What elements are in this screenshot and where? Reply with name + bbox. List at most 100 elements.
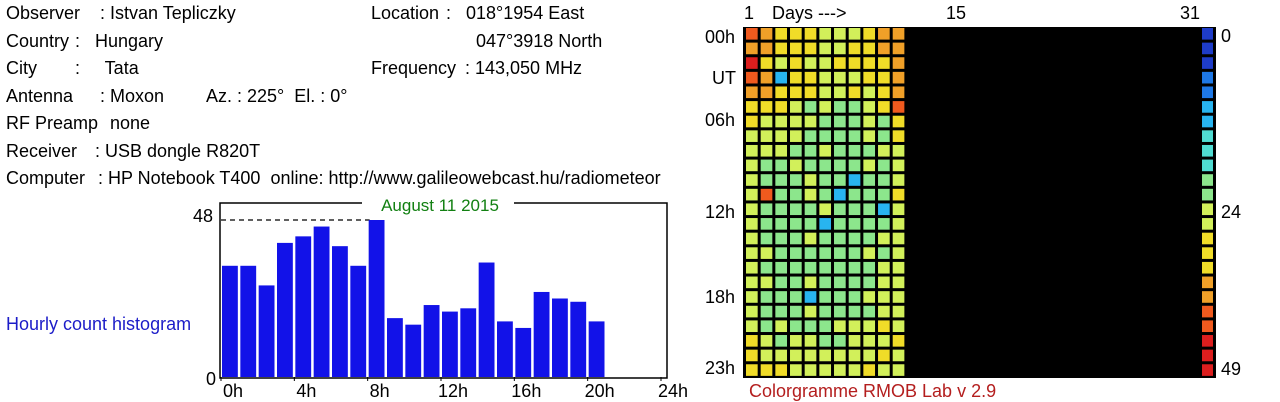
colorgramme-cell-d8-h7: [848, 130, 861, 142]
colorgramme-cell-d11-h14: [892, 232, 905, 245]
scale-bar-cell-6: [1202, 115, 1213, 128]
colorgramme-cell-d4-h21: [790, 335, 802, 347]
colorgramme-cell-d11-h10: [892, 174, 905, 186]
colorgramme-cell-d6-h2: [819, 57, 832, 69]
colorgramme-cell-d7-h18: [834, 291, 846, 303]
colorgramme-cell-d7-h4: [834, 86, 846, 99]
colorgramme-cell-d9-h20: [863, 320, 876, 333]
title-backdrop: [362, 192, 514, 214]
colorgramme-cell-d9-h16: [863, 261, 876, 274]
colorgramme-cell-d4-h2: [790, 57, 802, 69]
hour-label-ut: UT: [712, 68, 736, 88]
country-label: Country: [6, 31, 70, 51]
histogram-bar-hour-5: [313, 226, 330, 377]
scale-bar-cell-2: [1202, 57, 1213, 69]
x-tick-20h: 20h: [585, 381, 615, 401]
colorgramme-cell-d8-h9: [848, 159, 861, 172]
colorgramme-cell-d1-h12: [746, 203, 758, 216]
observer-label: Observer: [6, 3, 81, 23]
colorgramme-cell-d11-h7: [892, 130, 905, 142]
colorgramme-cell-d2-h10: [760, 174, 773, 186]
colorgramme-cell-d5-h17: [804, 276, 817, 289]
scale-bar-cell-0: [1202, 28, 1213, 40]
colorgramme-cell-d11-h2: [892, 57, 905, 69]
colorgramme-cell-d8-h3: [848, 71, 861, 84]
colorgramme-cell-d6-h14: [819, 232, 832, 245]
scale-bar-cell-15: [1202, 247, 1213, 259]
colorgramme-title: Colorgramme RMOB Lab v 2.9: [749, 381, 996, 401]
colorgramme-cell-d9-h4: [863, 86, 876, 99]
colorgramme-cell-d1-h21: [746, 335, 758, 347]
colorgramme-cell-d8-h11: [848, 188, 861, 201]
colorgramme-cell-d4-h22: [790, 349, 802, 362]
colorgramme-cell-d5-h7: [804, 130, 817, 142]
colorgramme-cell-d7-h3: [834, 71, 846, 84]
colorgramme-cell-d6-h16: [819, 261, 832, 274]
colorgramme-cell-d9-h21: [863, 335, 876, 347]
colorgramme-cell-d1-h20: [746, 320, 758, 333]
colorgramme-cell-d7-h20: [834, 320, 846, 333]
colorgramme-cell-d6-h21: [819, 335, 832, 347]
colorgramme-cell-d1-h2: [746, 57, 758, 69]
colorgramme-cell-d6-h17: [819, 276, 832, 289]
histogram-bar-hour-4: [295, 236, 312, 377]
colorgramme-cell-d10-h15: [878, 247, 890, 259]
colorgramme-cell-d8-h18: [848, 291, 861, 303]
city-label: City: [6, 58, 37, 78]
colorgramme-cell-d6-h19: [819, 305, 832, 318]
colorgramme-cell-d4-h6: [790, 115, 802, 128]
colorgramme-cell-d8-h21: [848, 335, 861, 347]
colorgramme-cell-d11-h23: [892, 364, 905, 376]
colorgramme-cell-d7-h12: [834, 203, 846, 216]
colorgramme-cell-d9-h12: [863, 203, 876, 216]
colorgramme-cell-d7-h21: [834, 335, 846, 347]
scale-bar-cell-10: [1202, 174, 1213, 186]
colorgramme-cell-d6-h20: [819, 320, 832, 333]
colorgramme-cell-d8-h13: [848, 218, 861, 230]
colorgramme-cell-d3-h10: [775, 174, 788, 186]
colorgramme-cell-d1-h7: [746, 130, 758, 142]
colorgramme-cell-d9-h5: [863, 101, 876, 113]
colorgramme-cell-d11-h9: [892, 159, 905, 172]
colorgramme-cell-d4-h18: [790, 291, 802, 303]
colorgramme-cell-d7-h19: [834, 305, 846, 318]
colorgramme-cell-d9-h18: [863, 291, 876, 303]
colorgramme-cell-d6-h9: [819, 159, 832, 172]
colorgramme-cell-d3-h23: [775, 364, 788, 376]
scale-label-49: 49: [1221, 359, 1241, 379]
location-value-north: 047°3918 North: [476, 31, 603, 51]
colorgramme-cell-d10-h5: [878, 101, 890, 113]
histogram-bar-hour-12: [442, 311, 458, 377]
day-tick-31: 31: [1180, 3, 1200, 23]
colorgramme-cell-d1-h4: [746, 86, 758, 99]
scale-bar-cell-5: [1202, 101, 1213, 113]
colorgramme-cell-d2-h4: [760, 86, 773, 99]
colorgramme-cell-d5-h23: [804, 364, 817, 376]
histogram-bar-hour-9: [387, 318, 403, 377]
colorgramme-cell-d9-h9: [863, 159, 876, 172]
colorgramme-cell-d8-h0: [848, 28, 861, 40]
colorgramme-cell-d6-h1: [819, 42, 832, 55]
colorgramme-cell-d2-h6: [760, 115, 773, 128]
colorgramme-cell-d1-h14: [746, 232, 758, 245]
colorgramme-cell-d8-h12: [848, 203, 861, 216]
colorgramme-cell-d5-h8: [804, 144, 817, 157]
hourly-histogram-chart: August 11 2015 48 0 Hourly count histogr…: [6, 192, 689, 401]
y-tick-48: 48: [193, 206, 213, 226]
colorgramme-cell-d2-h16: [760, 261, 773, 274]
colorgramme-cell-d3-h4: [775, 86, 788, 99]
x-tick-12h: 12h: [438, 381, 468, 401]
colorgramme-cell-d3-h15: [775, 247, 788, 259]
colorgramme-cell-d11-h22: [892, 349, 905, 362]
scale-bar-cell-20: [1202, 320, 1213, 333]
colorgramme-cell-d2-h20: [760, 320, 773, 333]
colorgramme-cell-d7-h2: [834, 57, 846, 69]
colorgramme-cell-d7-h5: [834, 101, 846, 113]
colorgramme-cell-d5-h21: [804, 335, 817, 347]
colorgramme-cell-d3-h7: [775, 130, 788, 142]
colorgramme-cell-d1-h13: [746, 218, 758, 230]
scale-bar-cell-3: [1202, 71, 1213, 84]
colorgramme-cell-d2-h8: [760, 144, 773, 157]
scale-bar-cell-16: [1202, 261, 1213, 274]
colorgramme-cell-d6-h8: [819, 144, 832, 157]
